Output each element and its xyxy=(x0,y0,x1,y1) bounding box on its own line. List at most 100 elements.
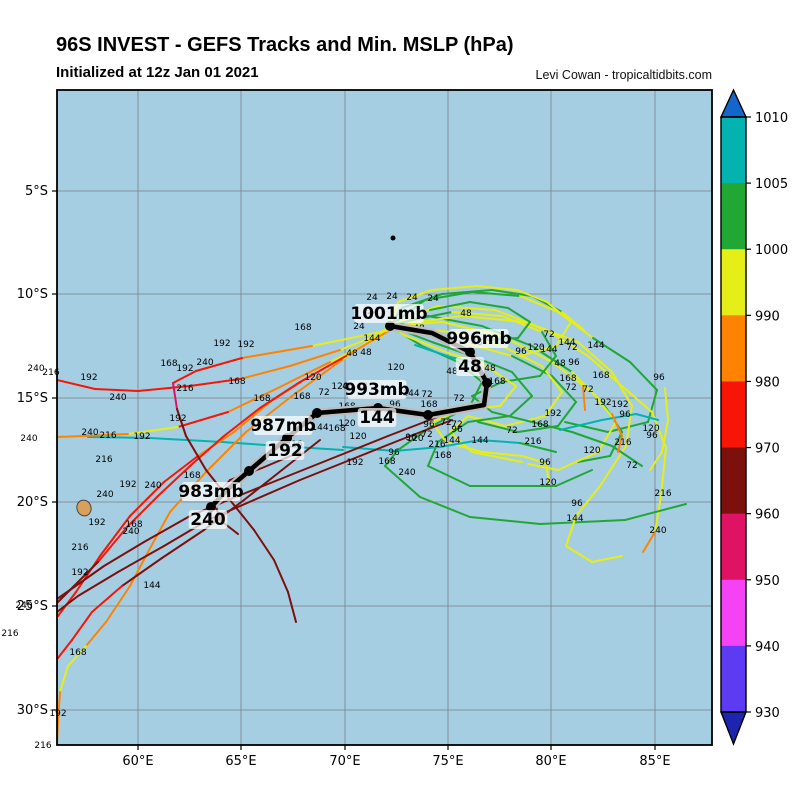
colorbar-segment xyxy=(721,183,746,250)
ensemble-track-segment xyxy=(299,355,347,383)
ensemble-track-segment xyxy=(467,415,506,427)
ensemble-track-segment xyxy=(394,446,441,452)
forecast-hour-label: 144 xyxy=(143,581,160,591)
ensemble-track-segment xyxy=(519,442,557,453)
ensemble-track-segment xyxy=(387,415,441,437)
ensemble-track-segment xyxy=(471,291,521,297)
ensemble-track-segment xyxy=(177,411,229,428)
ensemble-track-segment xyxy=(516,289,548,303)
ensemble-track-segment xyxy=(551,375,577,403)
y-axis-tick-label: 15°S xyxy=(17,391,48,406)
ensemble-track-segment xyxy=(485,365,517,387)
ensemble-track-segment xyxy=(57,589,71,600)
colorbar-segment xyxy=(721,117,746,184)
ensemble-track-segment xyxy=(176,408,187,437)
forecast-hour-label: 72 xyxy=(318,388,329,398)
colorbar-tick-label: 940 xyxy=(755,640,780,655)
ensemble-track-segment xyxy=(345,329,391,357)
ensemble-track-segment xyxy=(121,557,163,587)
ensemble-track-segment xyxy=(57,379,96,390)
ensemble-track-segment xyxy=(57,691,61,723)
forecast-hour-label: 144 xyxy=(558,338,575,348)
ensemble-track-segment xyxy=(127,426,179,435)
ensemble-track-segment xyxy=(609,431,623,457)
forecast-hour-label: 120 xyxy=(527,343,544,353)
ensemble-track-segment xyxy=(69,565,105,591)
ensemble-track-segment xyxy=(479,439,521,444)
ensemble-track-segment xyxy=(564,421,609,433)
ensemble-track-segment xyxy=(147,511,171,553)
ensemble-track-segment xyxy=(577,455,611,463)
forecast-hour-label: 240 xyxy=(96,490,113,500)
ensemble-track-segment xyxy=(541,331,557,357)
ensemble-track-segment xyxy=(561,311,585,331)
forecast-hour-label: 240 xyxy=(27,364,44,374)
ensemble-track-segment xyxy=(477,421,519,433)
colorbar: 1010 1005 1000 990 980 970 960 950 940 930 xyxy=(719,88,788,746)
track-pressure-label: 144 xyxy=(359,408,395,428)
ensemble-track-segment xyxy=(539,519,626,525)
forecast-hour-label: 216 xyxy=(1,629,18,639)
forecast-hour-label: 120 xyxy=(406,434,423,444)
colorbar-segment xyxy=(721,249,746,316)
ensemble-track-segment xyxy=(654,495,662,533)
colorbar-segment xyxy=(721,447,746,515)
forecast-hour-label: 48 xyxy=(446,367,458,377)
mean-track-point xyxy=(423,410,433,420)
forecast-hour-label: 168 xyxy=(488,377,505,387)
ensemble-track-segment xyxy=(601,413,637,421)
ensemble-track-segment xyxy=(597,421,617,453)
ensemble-track-segment xyxy=(253,529,275,561)
ensemble-track-segment xyxy=(527,463,559,471)
colorbar-tick-label: 960 xyxy=(755,508,780,523)
ensemble-track-segment xyxy=(127,495,159,527)
forecast-hour-label: 72 xyxy=(451,420,462,430)
forecast-hour-label: 120 xyxy=(539,478,556,488)
ensemble-track-segment xyxy=(635,413,659,421)
ensemble-track-segment xyxy=(611,445,643,467)
forecast-hour-label: 144 xyxy=(402,389,419,399)
ensemble-track-segment xyxy=(75,555,101,593)
forecast-hour-label: 72 xyxy=(565,383,576,393)
forecast-hour-label: 144 xyxy=(587,341,604,351)
forecast-hour-label: 192 xyxy=(544,409,561,419)
ensemble-track-segment xyxy=(555,321,572,347)
ensemble-track-segment xyxy=(99,515,131,557)
stray-member-marker xyxy=(390,235,396,241)
ensemble-track-segment xyxy=(419,496,471,518)
forecast-hour-label: 48 xyxy=(554,359,566,369)
forecast-hour-label: 240 xyxy=(144,481,161,491)
ensemble-track-segment xyxy=(414,344,451,358)
forecast-hour-label: 24 xyxy=(353,322,365,332)
ensemble-track-segment xyxy=(59,665,69,693)
forecast-hour-label: 168 xyxy=(294,323,311,333)
forecast-hour-label: 216 xyxy=(654,489,671,499)
colorbar-arrow-bottom xyxy=(719,711,748,746)
ensemble-track-segment xyxy=(571,431,613,447)
track-label-box xyxy=(449,329,509,348)
colorbar-tick-label: 930 xyxy=(755,706,780,721)
forecast-hour-label: 192 xyxy=(88,518,105,528)
ensemble-track-segment xyxy=(611,371,633,407)
forecast-hour-label: 192 xyxy=(176,364,193,374)
ensemble-track-segment xyxy=(575,485,601,517)
forecast-hour-label: 72 xyxy=(626,461,637,471)
forecast-hour-label: 72 xyxy=(421,430,432,440)
ensemble-track-segment xyxy=(660,447,667,497)
forecast-hour-label: 216 xyxy=(71,543,88,553)
forecast-hour-label: 240 xyxy=(649,526,666,536)
colorbar-tick-label: 1000 xyxy=(755,243,788,258)
forecast-hour-label: 168 xyxy=(531,420,548,430)
track-label-box xyxy=(181,482,241,501)
forecast-hour-label: 168 xyxy=(434,451,451,461)
colorbar-segment xyxy=(721,645,746,713)
ensemble-track-segment xyxy=(544,391,563,417)
x-axis-tick-label: 85°E xyxy=(639,754,670,769)
ensemble-track-segment xyxy=(259,381,301,409)
forecast-hour-label: 72 xyxy=(566,343,577,353)
ensemble-track-segment xyxy=(233,401,271,433)
ensemble-track-segment xyxy=(427,465,471,487)
colorbar-tick-label: 1005 xyxy=(755,177,788,192)
track-label-box xyxy=(188,510,228,529)
